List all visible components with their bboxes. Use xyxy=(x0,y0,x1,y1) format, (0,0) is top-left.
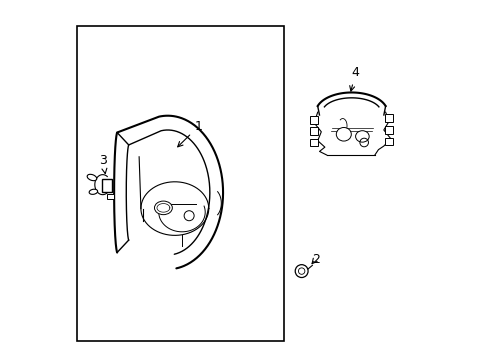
Bar xyxy=(384,138,392,145)
Text: 2: 2 xyxy=(311,253,319,266)
Bar xyxy=(77,26,283,341)
Ellipse shape xyxy=(87,174,97,181)
Bar xyxy=(384,126,392,134)
Bar xyxy=(309,116,318,123)
Ellipse shape xyxy=(336,127,350,141)
Text: 4: 4 xyxy=(349,66,359,91)
Bar xyxy=(309,139,318,146)
Text: 1: 1 xyxy=(177,120,202,147)
Text: 3: 3 xyxy=(99,154,107,174)
Ellipse shape xyxy=(154,201,172,215)
Bar xyxy=(102,179,112,192)
Bar xyxy=(107,194,114,199)
Bar xyxy=(309,127,318,135)
Bar xyxy=(384,114,392,122)
Ellipse shape xyxy=(89,189,98,194)
Ellipse shape xyxy=(355,131,368,142)
